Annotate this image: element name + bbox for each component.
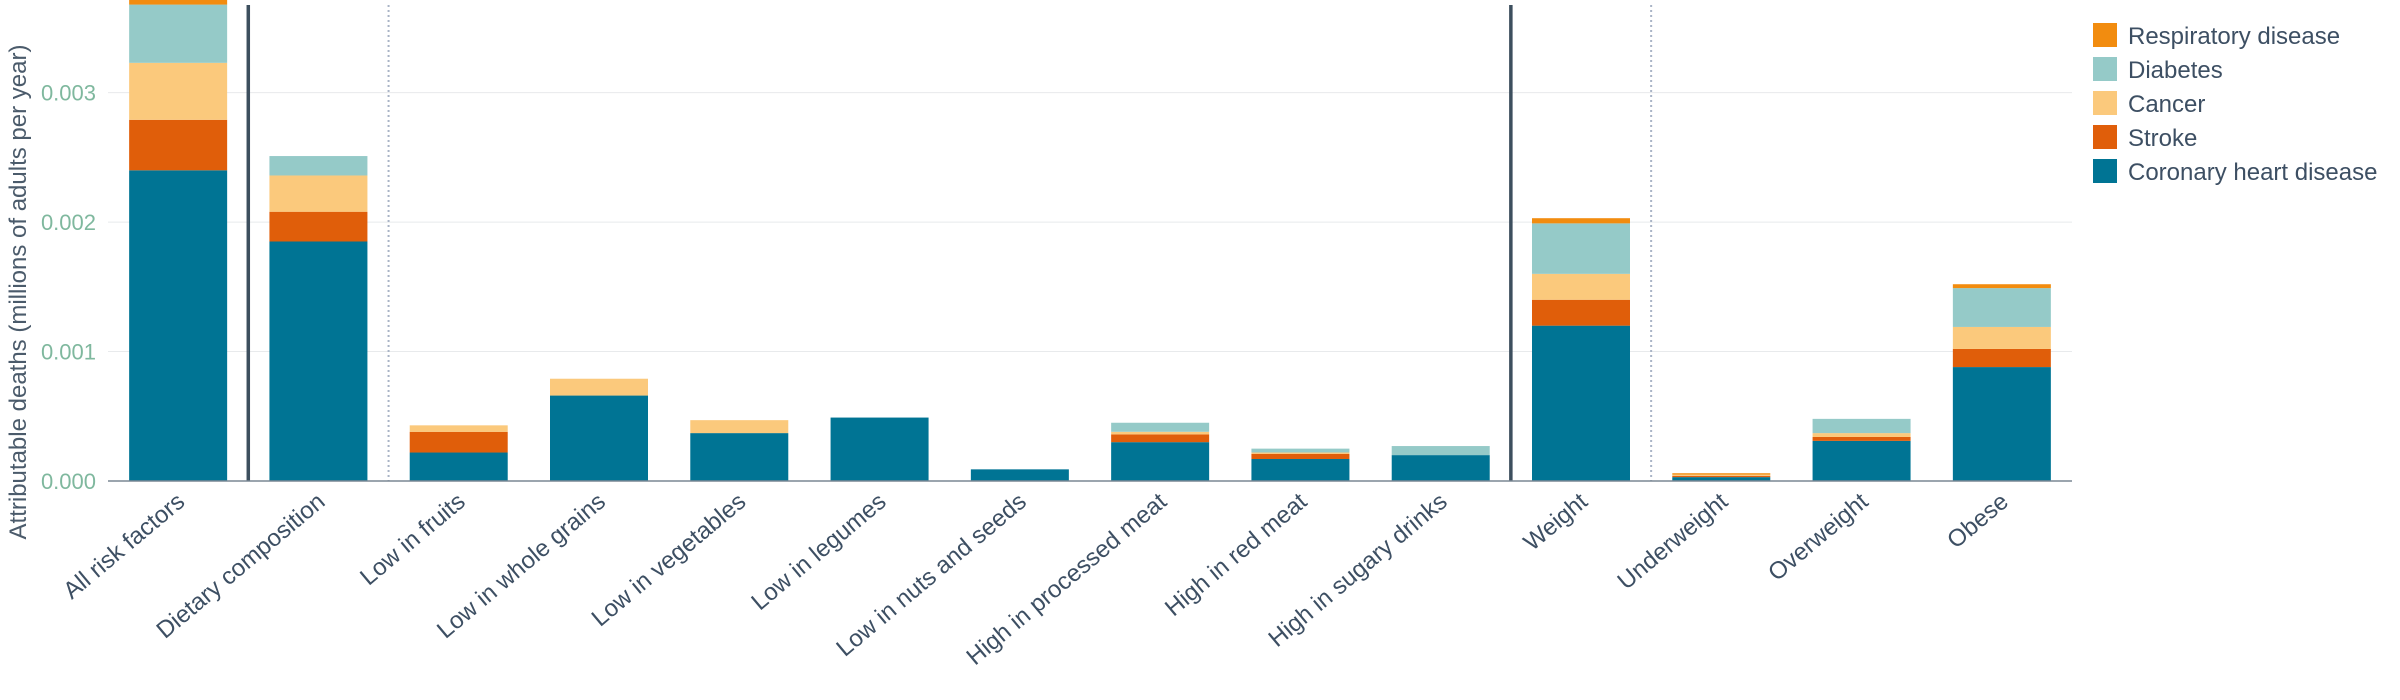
bar-dietary-composition-stroke: [269, 211, 368, 242]
bar-high-in-sugary-drinks-coronary-heart-disease: [1391, 455, 1490, 481]
legend-label-stroke: Stroke: [2128, 125, 2197, 152]
y-tick-label: 0.000: [41, 469, 96, 494]
bar-weight-cancer: [1532, 273, 1630, 300]
x-tick-label: Weight: [1519, 488, 1593, 557]
bar-weight-coronary-heart-disease: [1532, 325, 1630, 481]
legend: Respiratory disease Diabetes Cancer Stroke C…: [2093, 23, 2377, 186]
y-axis-title: Attributable deaths (millions of adults …: [5, 45, 32, 540]
bar-high-in-red-meat-stroke: [1251, 453, 1350, 459]
bar-underweight-cancer: [1672, 474, 1771, 476]
y-tick-label: 0.001: [41, 340, 96, 365]
bar-high-in-processed-meat-stroke: [1111, 434, 1210, 443]
bar-low-in-whole-grains-coronary-heart-disease: [550, 395, 648, 481]
bar-all-risk-factors-diabetes: [129, 4, 228, 63]
bar-weight-diabetes: [1532, 223, 1630, 274]
bar-obese-coronary-heart-disease: [1952, 367, 2051, 481]
bar-low-in-whole-grains-cancer: [550, 378, 648, 396]
x-tick-label: Overweight: [1763, 488, 1874, 587]
legend-swatch-diabetes: [2093, 57, 2117, 81]
legend-label-respiratory-disease: Respiratory disease: [2128, 23, 2340, 50]
bar-high-in-red-meat-diabetes: [1251, 448, 1350, 453]
bar-obese-stroke: [1952, 348, 2051, 368]
bar-all-risk-factors-stroke: [129, 119, 228, 171]
bar-high-in-red-meat-coronary-heart-disease: [1251, 458, 1350, 481]
x-tick-label: Obese: [1942, 488, 2014, 554]
legend-swatch-respiratory-disease: [2093, 23, 2117, 47]
bar-underweight-respiratory-disease: [1672, 473, 1771, 475]
bar-weight-stroke: [1532, 299, 1630, 326]
bar-all-risk-factors-respiratory-disease: [129, 0, 228, 5]
legend-label-cancer: Cancer: [2128, 91, 2205, 118]
bar-obese-diabetes: [1952, 288, 2051, 327]
bar-dietary-composition-cancer: [269, 175, 368, 212]
y-tick-label: 0.002: [41, 210, 96, 235]
bar-high-in-processed-meat-coronary-heart-disease: [1111, 442, 1210, 481]
bar-all-risk-factors-coronary-heart-disease: [129, 170, 228, 481]
legend-swatch-cancer: [2093, 91, 2117, 115]
bar-overweight-stroke: [1812, 436, 1911, 441]
bar-high-in-processed-meat-diabetes: [1111, 422, 1210, 432]
legend-swatch-stroke: [2093, 125, 2117, 149]
x-tick-label: Low in legumes: [746, 488, 891, 616]
legend-label-diabetes: Diabetes: [2128, 57, 2223, 84]
bar-low-in-vegetables-coronary-heart-disease: [690, 433, 789, 481]
bar-overweight-diabetes: [1812, 418, 1911, 434]
bar-low-in-fruits-stroke: [409, 431, 508, 453]
bar-underweight-coronary-heart-disease: [1672, 477, 1771, 481]
x-tick-label: All risk factors: [58, 488, 190, 605]
bar-obese-respiratory-disease: [1952, 284, 2051, 289]
bar-low-in-fruits-cancer: [409, 425, 508, 432]
legend-swatch-coronary-heart-disease: [2093, 159, 2117, 183]
y-tick-label: 0.003: [41, 81, 96, 106]
bar-high-in-red-meat-cancer: [1251, 452, 1350, 454]
x-tick-label: Low in fruits: [355, 488, 470, 591]
separators-layer: [246, 5, 1653, 481]
bar-obese-cancer: [1952, 326, 2051, 349]
legend-label-coronary-heart-disease: Coronary heart disease: [2128, 159, 2377, 186]
grid-layer: [108, 92, 2072, 353]
bar-low-in-legumes-coronary-heart-disease: [830, 417, 929, 481]
bar-overweight-coronary-heart-disease: [1812, 440, 1911, 481]
bar-low-in-nuts-and-seeds-coronary-heart-disease: [970, 469, 1069, 481]
bar-weight-respiratory-disease: [1532, 218, 1630, 224]
bar-overweight-cancer: [1812, 433, 1911, 437]
bar-high-in-sugary-drinks-diabetes: [1391, 446, 1490, 456]
bar-dietary-composition-coronary-heart-disease: [269, 241, 368, 481]
x-tick-label: Underweight: [1613, 488, 1734, 596]
bar-low-in-fruits-coronary-heart-disease: [409, 452, 508, 481]
bar-underweight-stroke: [1672, 475, 1771, 478]
bars-layer: [129, 0, 2051, 481]
bar-high-in-processed-meat-cancer: [1111, 431, 1210, 435]
bar-dietary-composition-diabetes: [269, 156, 368, 176]
bar-all-risk-factors-cancer: [129, 62, 228, 120]
x-tick-label: Low in vegetables: [587, 488, 752, 632]
bar-low-in-vegetables-cancer: [690, 420, 789, 434]
x-tick-label: High in red meat: [1160, 488, 1312, 622]
